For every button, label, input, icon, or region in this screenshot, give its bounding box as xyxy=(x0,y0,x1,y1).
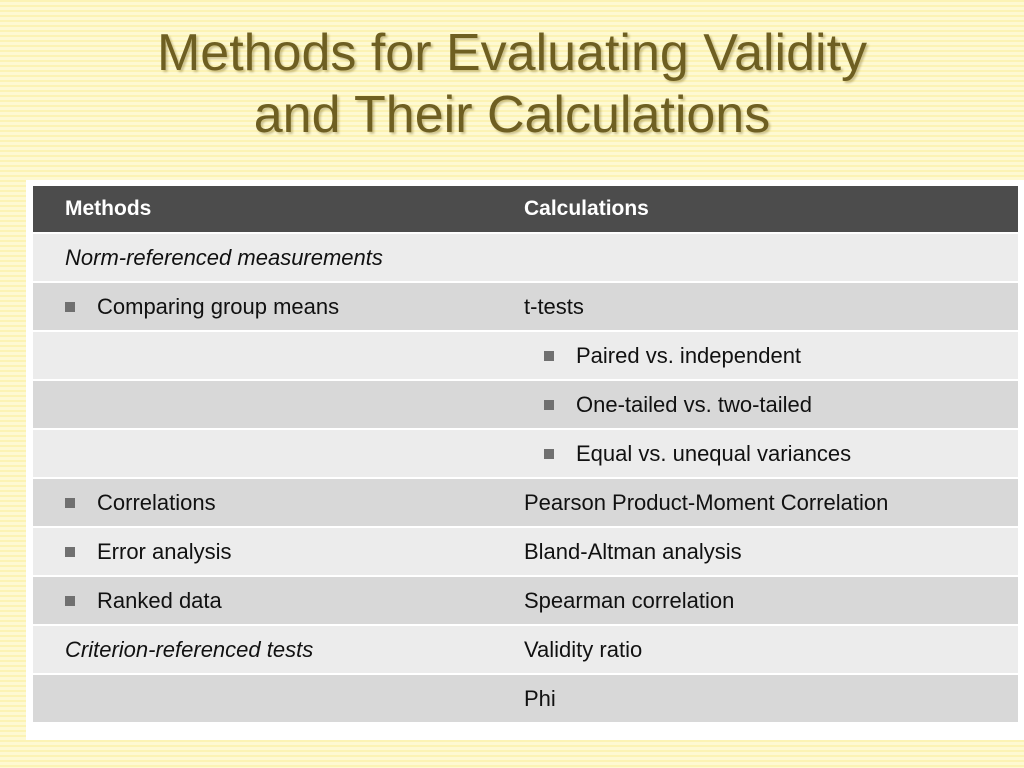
calculation-cell: Bland-Altman analysis xyxy=(524,538,742,564)
method-label: Ranked data xyxy=(97,587,222,613)
header-calculations: Calculations xyxy=(524,197,649,220)
table-row: Error analysis Bland-Altman analysis xyxy=(33,528,1018,577)
table-row: Criterion-referenced tests Validity rati… xyxy=(33,626,1018,675)
method-label: Correlations xyxy=(97,489,216,515)
slide-title-line-2: and Their Calculations xyxy=(253,86,771,144)
table-row: Correlations Pearson Product-Moment Corr… xyxy=(33,479,1018,528)
square-bullet-icon xyxy=(544,350,554,361)
header-methods: Methods xyxy=(65,197,152,220)
section-label-criterion-referenced: Criterion-referenced tests xyxy=(65,636,314,662)
table-row: Equal vs. unequal variances xyxy=(33,430,1018,479)
method-label: Error analysis xyxy=(97,538,232,564)
calculation-cell: Phi xyxy=(524,685,556,711)
calculation-label: Paired vs. independent xyxy=(576,342,802,368)
calculation-label: Equal vs. unequal variances xyxy=(576,440,852,466)
table-header-row: Methods Calculations xyxy=(33,186,1018,234)
calculation-cell: Pearson Product-Moment Correlation xyxy=(524,489,889,515)
table-row: Phi xyxy=(33,675,1018,724)
table-row: Paired vs. independent xyxy=(33,332,1018,381)
slide-title-line-1: Methods for Evaluating Validity xyxy=(156,24,868,82)
method-cell: Correlations xyxy=(65,479,216,526)
table-row: Comparing group means t-tests xyxy=(33,283,1018,332)
method-cell: Comparing group means xyxy=(65,283,339,330)
square-bullet-icon xyxy=(65,546,75,557)
square-bullet-icon xyxy=(544,448,554,459)
validity-methods-table: Methods Calculations Norm-referenced mea… xyxy=(26,180,1024,740)
method-cell: Error analysis xyxy=(65,528,231,575)
table-grid: Methods Calculations Norm-referenced mea… xyxy=(33,186,1018,724)
slide-title: Methods for Evaluating Validity and Thei… xyxy=(0,22,1024,146)
calculation-cell: t-tests xyxy=(524,293,584,319)
calculation-label: One-tailed vs. two-tailed xyxy=(576,391,812,417)
table-row: Ranked data Spearman correlation xyxy=(33,577,1018,626)
square-bullet-icon xyxy=(65,301,75,312)
calculation-cell: Validity ratio xyxy=(524,636,643,662)
calculation-cell: Paired vs. independent xyxy=(544,332,801,379)
calculation-cell: Equal vs. unequal variances xyxy=(544,430,851,477)
calculation-cell: Spearman correlation xyxy=(524,587,735,613)
calculation-cell: One-tailed vs. two-tailed xyxy=(544,381,812,428)
method-cell: Ranked data xyxy=(65,577,222,624)
method-label: Comparing group means xyxy=(97,293,340,319)
square-bullet-icon xyxy=(65,497,75,508)
section-label-norm-referenced: Norm-referenced measurements xyxy=(65,244,383,270)
square-bullet-icon xyxy=(65,595,75,606)
table-row: One-tailed vs. two-tailed xyxy=(33,381,1018,430)
table-row: Norm-referenced measurements xyxy=(33,234,1018,283)
square-bullet-icon xyxy=(544,399,554,410)
